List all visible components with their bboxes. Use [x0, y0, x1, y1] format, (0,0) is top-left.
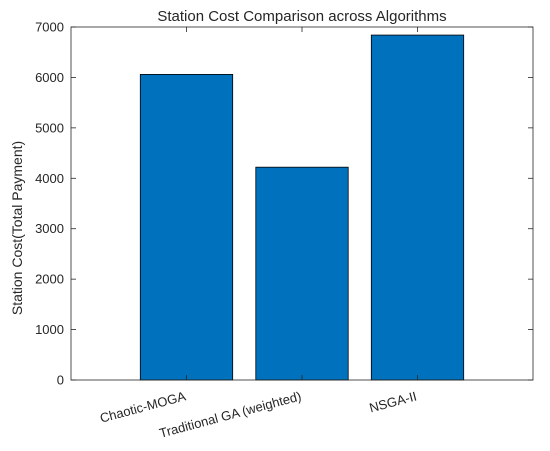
y-tick-label: 3000 — [35, 221, 64, 236]
y-tick-label: 1000 — [35, 322, 64, 337]
y-tick-label: 4000 — [35, 171, 64, 186]
plot-area: 0 1000 2000 3000 4000 5000 6000 7000 Chaotic-MOG… — [35, 20, 534, 441]
bar-2 — [255, 166, 349, 381]
x-tick-label: Chaotic-MOGA — [98, 388, 187, 425]
y-axis-label: Station Cost(Total Payment) — [9, 141, 25, 315]
y-tick-label: 5000 — [35, 120, 64, 135]
y-tick-label: 7000 — [35, 20, 64, 35]
bar-3 — [370, 34, 465, 381]
y-tick-label: 6000 — [35, 70, 64, 85]
y-tick-label: 2000 — [35, 272, 64, 287]
chart-title: Station Cost Comparison across Algorithm… — [157, 8, 446, 25]
y-tick-label: 0 — [57, 373, 64, 388]
x-tick-label: NSGA-II — [368, 388, 419, 415]
bar-1 — [139, 74, 234, 381]
